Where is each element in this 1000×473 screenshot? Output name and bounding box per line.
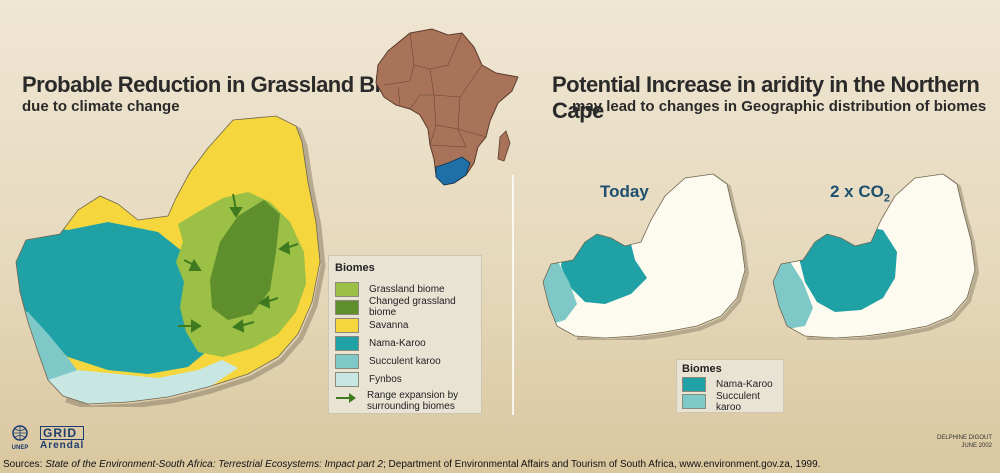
legend-item-fynbos: Fynbos <box>335 370 481 388</box>
legend-left: Biomes Grassland biome Changed grassland… <box>328 255 482 414</box>
fynbos-swatch <box>335 371 359 387</box>
co2-label-text: 2 x CO <box>830 182 884 201</box>
madagascar <box>497 130 511 162</box>
nama-karoo-swatch <box>335 335 359 351</box>
co2-subscript: 2 <box>883 192 890 205</box>
range-expansion-arrows <box>178 193 299 333</box>
panel-divider <box>512 175 514 415</box>
changed-grassland-region <box>210 200 280 320</box>
unep-label: UNEP <box>11 445 29 451</box>
legend-label: Succulent karoo <box>716 390 760 413</box>
unep-globe-icon <box>12 425 28 441</box>
legend-item-savanna: Savanna <box>335 316 481 334</box>
sources-prefix: Sources: <box>3 459 46 470</box>
succulent-karoo-swatch <box>335 353 359 369</box>
left-subtitle: due to climate change <box>22 98 180 115</box>
legend-item-nama-karoo: Nama-Karoo <box>335 334 481 352</box>
fynbos-region <box>48 360 238 404</box>
legend-item-nama-karoo-right: Nama-Karoo <box>682 376 783 393</box>
legend-item-range-expansion: Range expansion by surrounding biomes <box>335 390 481 412</box>
nama-karoo-region <box>16 222 218 374</box>
grid-arendal-logo: GRID Arendal <box>40 426 85 451</box>
sources-title: State of the Environment-South Africa: T… <box>45 459 383 470</box>
today-map <box>542 173 750 340</box>
right-subtitle: may lead to changes in Geographic distri… <box>572 98 987 115</box>
succulent-karoo-swatch <box>682 394 706 409</box>
2xco2-map <box>772 173 980 340</box>
unep-logo: UNEP <box>8 425 32 451</box>
today-nama-karoo <box>561 210 647 304</box>
legend-right: Biomes Nama-Karoo Succulent karoo <box>676 359 784 413</box>
arendal-label: Arendal <box>40 440 85 451</box>
legend-label: Savanna <box>369 319 409 331</box>
legend-item-succulent-karoo: Succulent karoo <box>335 352 481 370</box>
legend-label: Nama-Karoo <box>369 337 426 349</box>
grassland-swatch <box>335 281 359 297</box>
africa-continent <box>375 28 519 186</box>
green-arrow-icon <box>336 393 356 403</box>
legend-item-succulent-karoo-right: Succulent karoo <box>682 390 783 413</box>
legend-right-title: Biomes <box>682 363 722 375</box>
legend-item-grassland: Grassland biome <box>335 280 481 298</box>
left-title: Probable Reduction in Grassland Biome <box>22 72 425 97</box>
sources-rest: ; Department of Environmental Affairs an… <box>382 459 821 470</box>
legend-label: Grassland biome <box>369 283 445 295</box>
sources-line: Sources: State of the Environment-South … <box>3 459 820 470</box>
right-title: Potential Increase in aridity in the Nor… <box>552 72 980 123</box>
legend-label: Range expansion by <box>367 390 459 401</box>
nama-karoo-swatch <box>682 377 706 392</box>
legend-left-title: Biomes <box>335 262 375 274</box>
author-credit: DELPHINE DIGOUT JUNE 2002 <box>937 434 992 450</box>
map-label-today: Today <box>600 182 649 201</box>
map-label-2xco2: 2 x CO2 <box>830 182 890 204</box>
legend-label: Succulent karoo <box>369 355 441 367</box>
credit-date: JUNE 2002 <box>961 443 992 449</box>
africa-locator-map <box>375 28 519 186</box>
south-africa-highlight <box>435 156 471 186</box>
legend-label: Fynbos <box>369 373 402 385</box>
credit-author: DELPHINE DIGOUT <box>936 435 992 441</box>
legend-item-changed-grassland: Changed grassland biome <box>335 296 481 318</box>
legend-label: Nama-Karoo <box>716 379 773 390</box>
grassland-reduction-map <box>15 115 326 407</box>
grid-label: GRID <box>40 426 85 440</box>
legend-label: Changed grassland biome <box>369 296 456 318</box>
savanna-swatch <box>335 317 359 333</box>
changed-grassland-swatch <box>335 299 359 315</box>
legend-label: surrounding biomes <box>367 401 455 412</box>
